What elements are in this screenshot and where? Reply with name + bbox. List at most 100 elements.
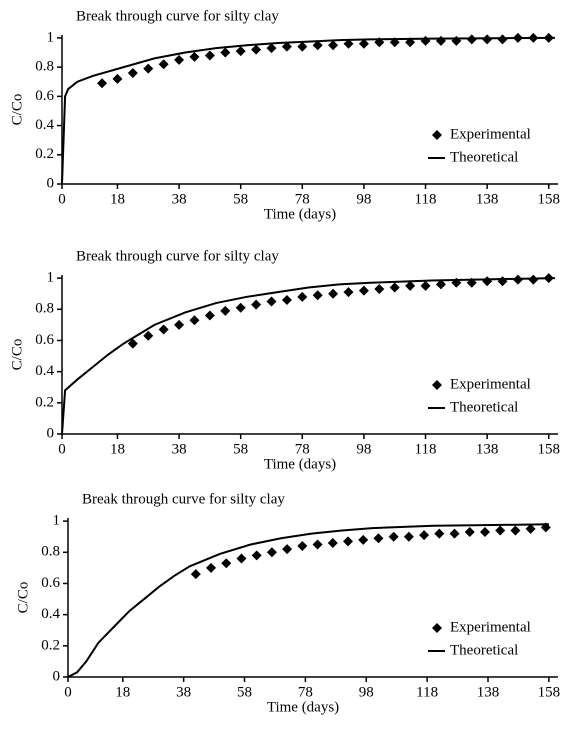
x-tick-label: 158 bbox=[538, 684, 561, 700]
data-point bbox=[266, 547, 277, 558]
data-point bbox=[236, 553, 247, 564]
legend-marker bbox=[432, 380, 442, 390]
title: Break through curve for silty clay bbox=[82, 491, 285, 507]
y-tick-label: 0 bbox=[53, 668, 61, 684]
data-point bbox=[266, 43, 277, 54]
data-point bbox=[358, 38, 369, 49]
line bbox=[67, 523, 549, 678]
data-point bbox=[221, 558, 232, 569]
x-tick-label: 98 bbox=[356, 191, 371, 207]
data-point bbox=[497, 34, 508, 45]
data-point bbox=[479, 527, 490, 538]
x-tick-label: 18 bbox=[110, 441, 125, 457]
x-tick-label: 78 bbox=[295, 441, 310, 457]
legend-marker bbox=[432, 623, 442, 633]
data-point bbox=[528, 274, 539, 285]
line bbox=[61, 36, 555, 185]
y-tick-label: 0.6 bbox=[35, 88, 54, 104]
data-point bbox=[235, 302, 246, 313]
data-point bbox=[389, 282, 400, 293]
data-point bbox=[312, 539, 323, 550]
data-point bbox=[127, 67, 138, 78]
data-point bbox=[174, 54, 185, 65]
y-tick-label: 0.2 bbox=[35, 146, 54, 162]
data-point bbox=[434, 528, 445, 539]
y-axis-label: C/Co bbox=[9, 339, 25, 371]
x-tick-label: 58 bbox=[233, 191, 248, 207]
x-tick-label: 38 bbox=[176, 684, 191, 700]
y-tick-label: 0.6 bbox=[35, 332, 54, 348]
x-tick-label: 58 bbox=[237, 684, 252, 700]
y-axis-label: C/Co bbox=[15, 582, 31, 614]
data-point bbox=[435, 279, 446, 290]
legend-label: Experimental bbox=[450, 619, 531, 635]
data-point bbox=[97, 78, 108, 89]
x-tick-label: 98 bbox=[359, 684, 374, 700]
data-point bbox=[420, 280, 431, 291]
x-tick-label: 78 bbox=[298, 684, 313, 700]
x-axis-label: Time (days) bbox=[267, 699, 339, 715]
y-tick-label: 0.2 bbox=[41, 637, 60, 653]
data-point bbox=[358, 285, 369, 296]
y-tick-label: 1 bbox=[47, 270, 55, 286]
y-tick-label: 0 bbox=[47, 175, 55, 191]
data-point bbox=[174, 319, 185, 330]
x-tick-label: 58 bbox=[233, 441, 248, 457]
data-point bbox=[158, 324, 169, 335]
data-point bbox=[328, 288, 339, 299]
data-point bbox=[449, 528, 460, 539]
data-point bbox=[482, 276, 493, 287]
x-axis-label: Time (days) bbox=[264, 456, 336, 472]
data-point bbox=[358, 534, 369, 545]
data-point bbox=[510, 525, 521, 536]
x-tick-label: 78 bbox=[295, 191, 310, 207]
x-axis-label: Time (days) bbox=[264, 206, 336, 222]
data-point bbox=[451, 35, 462, 46]
legend-label: Theoretical bbox=[450, 642, 518, 658]
data-point bbox=[482, 34, 493, 45]
y-tick-label: 0.6 bbox=[41, 575, 60, 591]
data-point bbox=[497, 276, 508, 287]
x-tick-label: 118 bbox=[416, 684, 438, 700]
data-point bbox=[143, 330, 154, 341]
data-point bbox=[464, 527, 475, 538]
title: Break through curve for silty clay bbox=[76, 8, 279, 24]
data-point bbox=[251, 299, 262, 310]
data-point bbox=[343, 287, 354, 298]
x-tick-label: 0 bbox=[58, 441, 66, 457]
x-tick-label: 158 bbox=[538, 441, 561, 457]
data-point bbox=[220, 47, 231, 58]
x-tick-label: 18 bbox=[110, 191, 125, 207]
x-tick-label: 118 bbox=[415, 441, 437, 457]
data-point bbox=[282, 544, 293, 555]
data-point bbox=[297, 541, 308, 552]
x-tick-label: 118 bbox=[415, 191, 437, 207]
y-tick-label: 1 bbox=[53, 513, 61, 529]
data-point bbox=[374, 284, 385, 295]
x-tick-label: 98 bbox=[356, 441, 371, 457]
data-point bbox=[297, 41, 308, 52]
data-point bbox=[204, 50, 215, 61]
y-tick-label: 0.8 bbox=[35, 59, 54, 75]
y-tick-label: 0 bbox=[47, 425, 55, 441]
x-tick-label: 0 bbox=[58, 191, 66, 207]
data-point bbox=[343, 38, 354, 49]
data-point bbox=[525, 523, 536, 534]
data-point bbox=[312, 40, 323, 51]
y-tick-label: 0.4 bbox=[35, 117, 54, 133]
data-point bbox=[419, 530, 430, 541]
y-axis-label: C/Co bbox=[9, 94, 25, 126]
data-point bbox=[435, 35, 446, 46]
data-point bbox=[143, 63, 154, 74]
y-tick-label: 0.4 bbox=[41, 606, 60, 622]
data-point bbox=[466, 34, 477, 45]
data-point bbox=[220, 305, 231, 316]
data-point bbox=[204, 310, 215, 321]
data-point bbox=[206, 562, 217, 573]
data-point bbox=[403, 531, 414, 542]
data-point bbox=[328, 40, 339, 51]
title: Break through curve for silty clay bbox=[76, 248, 279, 264]
data-point bbox=[190, 569, 201, 580]
data-point bbox=[189, 315, 200, 326]
